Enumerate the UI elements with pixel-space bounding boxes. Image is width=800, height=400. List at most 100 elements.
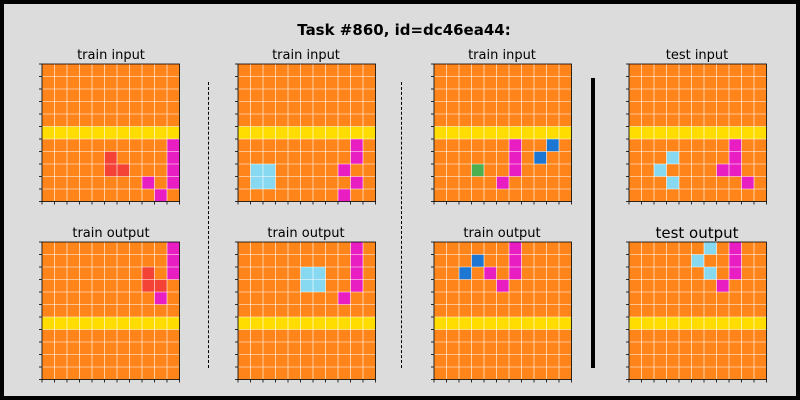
grid-cell xyxy=(446,101,459,114)
grid-cell xyxy=(300,114,313,127)
grid-cell xyxy=(300,329,313,342)
grid-cell xyxy=(275,292,288,305)
grid-cell xyxy=(117,279,130,292)
grid-cell xyxy=(42,101,55,114)
grid-cell xyxy=(446,304,459,317)
grid-cell xyxy=(54,304,67,317)
grid-cell xyxy=(691,317,704,330)
grid-cell xyxy=(484,114,497,127)
grid-cell xyxy=(79,151,92,164)
grid-cell xyxy=(679,329,692,342)
grid-cell xyxy=(629,329,642,342)
grid-cell xyxy=(704,367,717,380)
grid-cell xyxy=(104,317,117,330)
grid-cell xyxy=(167,126,180,139)
grid-cell xyxy=(288,139,301,152)
grid-cell xyxy=(679,317,692,330)
grid-cell xyxy=(559,354,572,367)
grid-cell xyxy=(534,304,547,317)
grid-cell xyxy=(546,304,559,317)
grid-cell xyxy=(238,164,251,177)
grid-cell xyxy=(741,139,754,152)
grid-cell xyxy=(300,126,313,139)
grid-cell xyxy=(288,329,301,342)
grid-cell xyxy=(484,76,497,89)
grid-cell xyxy=(42,342,55,355)
grid-cell xyxy=(300,176,313,189)
grid-cell xyxy=(716,292,729,305)
grid-cell xyxy=(459,304,472,317)
grid-cell xyxy=(484,342,497,355)
grid-cell xyxy=(471,367,484,380)
grid-cell xyxy=(459,101,472,114)
grid-cell xyxy=(446,189,459,202)
grid-cell xyxy=(142,89,155,102)
grid-cell xyxy=(338,126,351,139)
figure-title: Task #860, id=dc46ea44: xyxy=(297,21,511,39)
grid-cell xyxy=(363,64,376,77)
grid-cell xyxy=(54,189,67,202)
grid-cell xyxy=(142,164,155,177)
grid-cell xyxy=(546,76,559,89)
grid-cell xyxy=(521,242,534,255)
grid-cell xyxy=(641,254,654,267)
grid-cell xyxy=(754,267,767,280)
grid-cell xyxy=(666,76,679,89)
grid-cell xyxy=(691,151,704,164)
grid-cell xyxy=(546,329,559,342)
grid-cell xyxy=(92,317,105,330)
grid-cell xyxy=(154,189,167,202)
grid-cell xyxy=(754,64,767,77)
grid-cell xyxy=(729,139,742,152)
grid-cell xyxy=(446,292,459,305)
grid-cell xyxy=(446,89,459,102)
grid-cell xyxy=(509,89,522,102)
grid-cell xyxy=(363,254,376,267)
grid-cell xyxy=(496,139,509,152)
grid-cell xyxy=(666,367,679,380)
grid-cell xyxy=(754,151,767,164)
grid-cell xyxy=(338,279,351,292)
grid-cell xyxy=(546,292,559,305)
grid-cell xyxy=(263,242,276,255)
grid-cell xyxy=(521,354,534,367)
grid-cell xyxy=(459,114,472,127)
grid-cell xyxy=(167,267,180,280)
grid-cell xyxy=(67,101,80,114)
grid-cell xyxy=(666,279,679,292)
grid-cell xyxy=(363,101,376,114)
grid-cell xyxy=(288,189,301,202)
grid-cell xyxy=(496,342,509,355)
grid-cell xyxy=(704,114,717,127)
grid-cell xyxy=(521,101,534,114)
grid-cell xyxy=(288,89,301,102)
grid-cell xyxy=(288,114,301,127)
grid-cell xyxy=(521,342,534,355)
grid-cell xyxy=(338,189,351,202)
grid-cell xyxy=(654,151,667,164)
grid-cell xyxy=(729,89,742,102)
grid-cell xyxy=(129,267,142,280)
grid-cell xyxy=(54,176,67,189)
grid-cell xyxy=(654,317,667,330)
grid-cell xyxy=(729,254,742,267)
grid-cell xyxy=(42,126,55,139)
grid-cell xyxy=(434,279,447,292)
grid-cell xyxy=(363,189,376,202)
grid-cell xyxy=(496,189,509,202)
grid-cell xyxy=(459,254,472,267)
grid-cell xyxy=(629,367,642,380)
grid-cell xyxy=(338,267,351,280)
grid-cell xyxy=(300,101,313,114)
grid-cell xyxy=(641,367,654,380)
panel-label-test-input: test input xyxy=(665,48,729,63)
grid-cell xyxy=(238,317,251,330)
grid-cell xyxy=(679,254,692,267)
grid-cell xyxy=(325,189,338,202)
grid-cell xyxy=(434,164,447,177)
grid-cell xyxy=(42,367,55,380)
grid-cell xyxy=(691,292,704,305)
grid-cell xyxy=(325,164,338,177)
grid-cell xyxy=(654,279,667,292)
grid-cell xyxy=(641,279,654,292)
